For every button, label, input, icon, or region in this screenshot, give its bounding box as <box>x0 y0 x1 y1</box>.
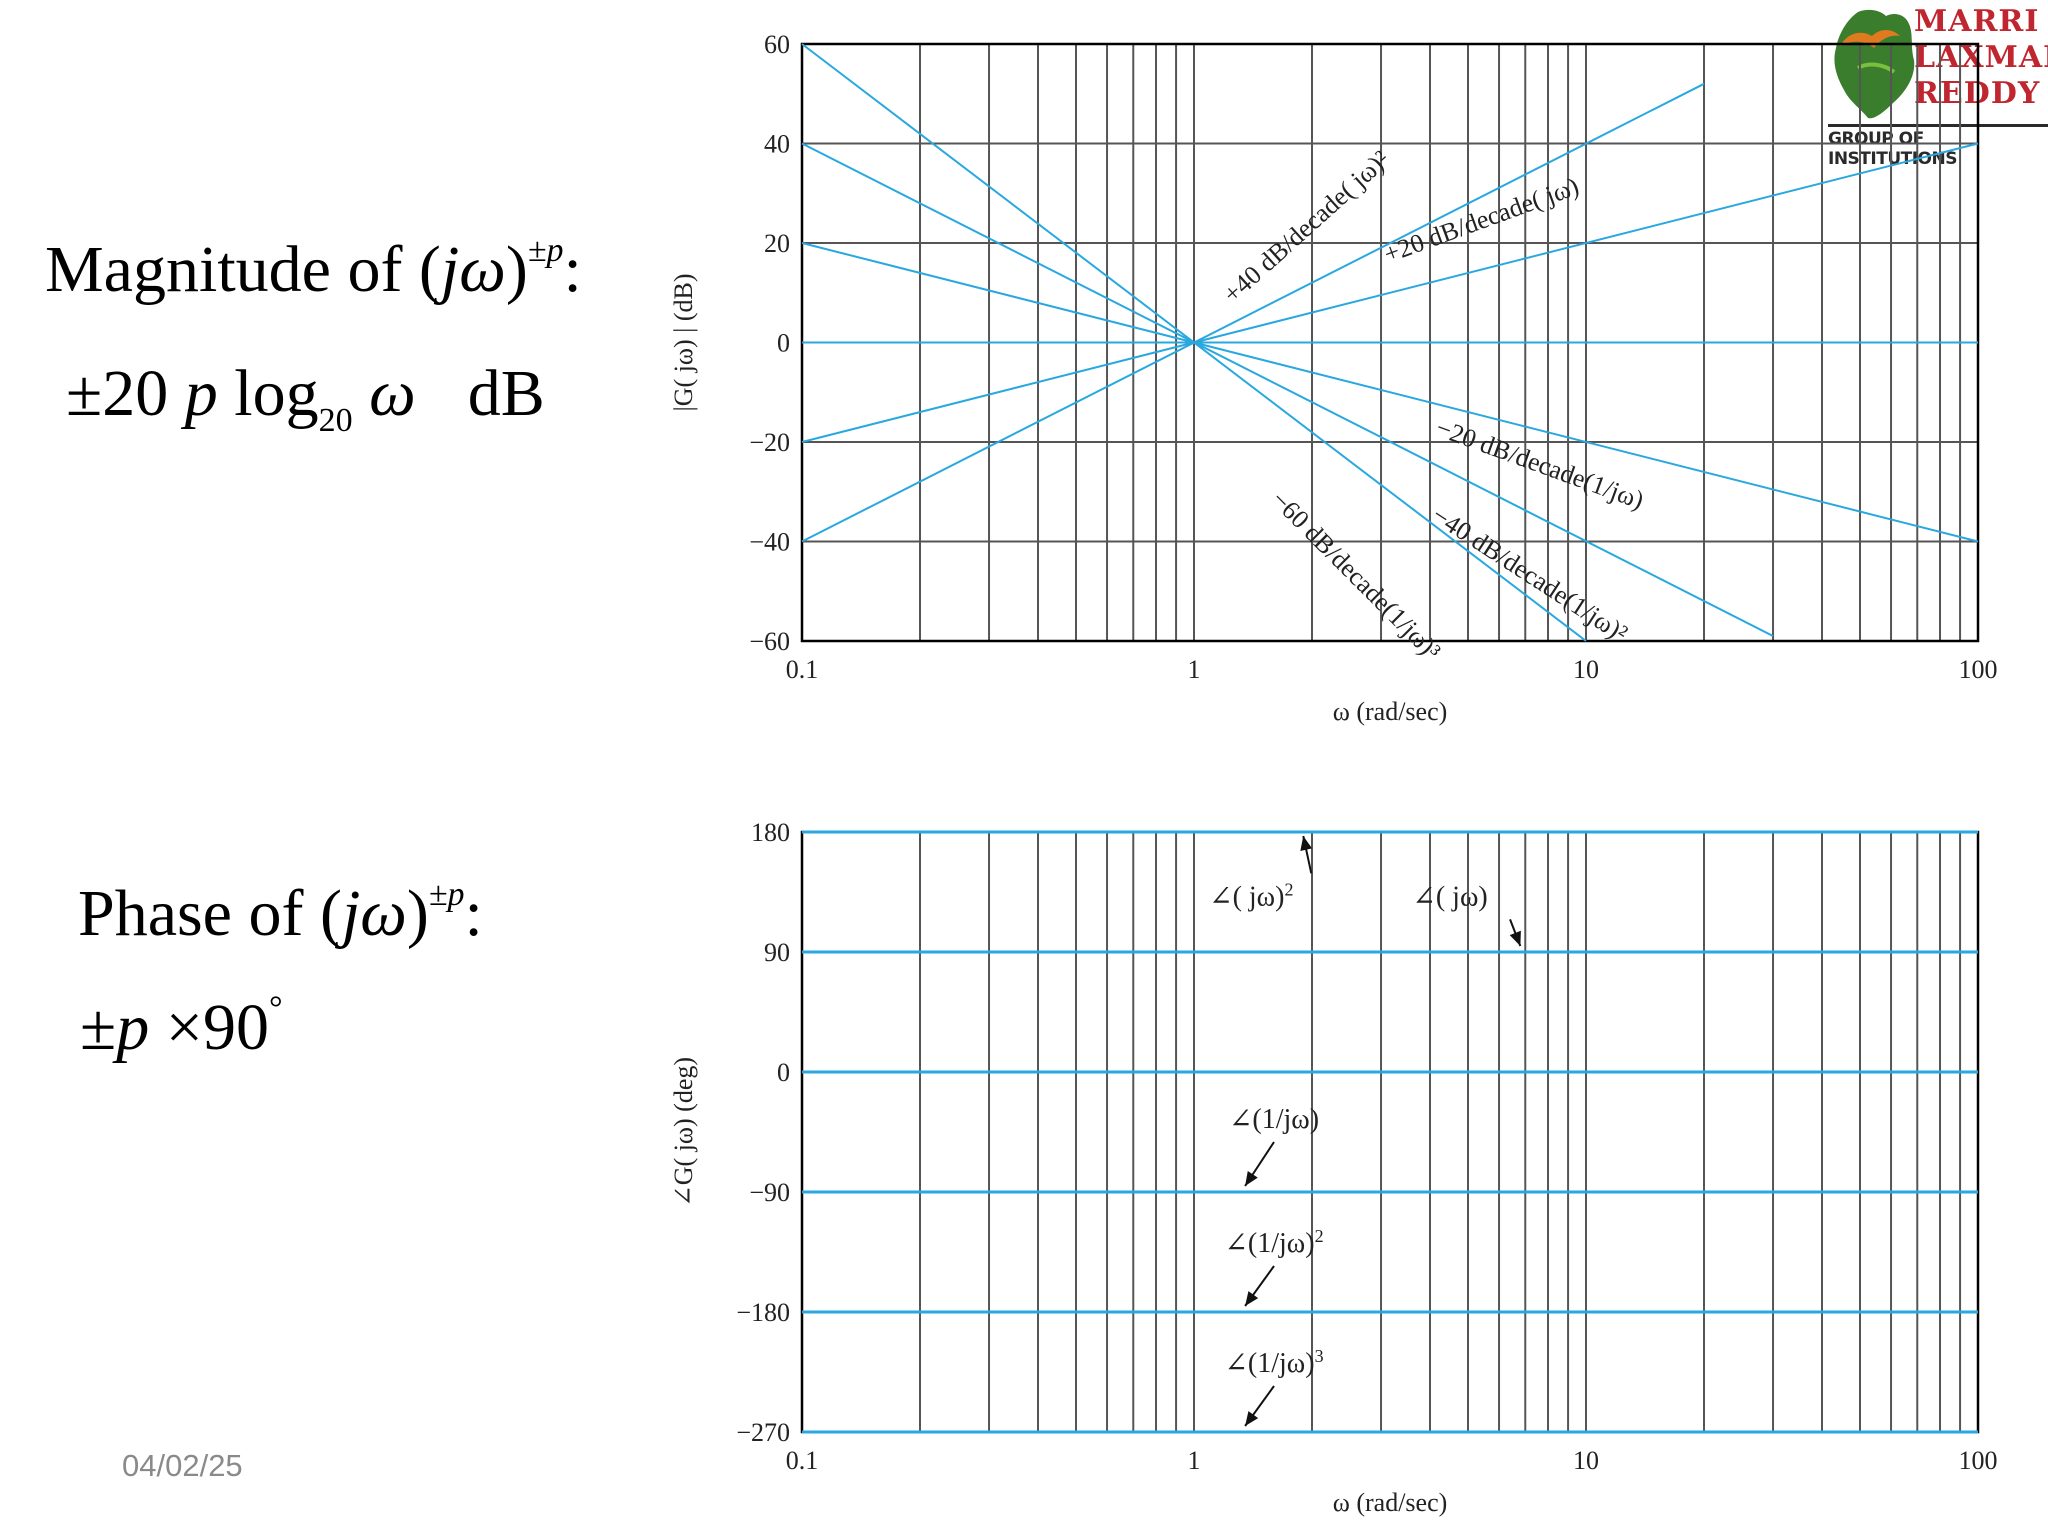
phase-formula-deg: ° <box>268 990 283 1027</box>
y-tick-label: 20 <box>764 229 790 258</box>
magnitude-jw: jω <box>440 233 506 306</box>
annotation-arrow-head <box>1245 1171 1258 1186</box>
logo-line-2: LAXMAN <box>1914 40 2048 75</box>
phase-annotation: ∠( jω) <box>1412 881 1487 912</box>
x-tick-label: 1 <box>1188 655 1201 684</box>
y-tick-label: −40 <box>749 528 790 557</box>
phase-heading: Phase of (jω)±p: <box>78 876 483 952</box>
y-tick-label: 0 <box>777 1058 790 1087</box>
magnitude-formula-p: p <box>184 357 218 430</box>
y-axis-label: |G( jω) | (dB) <box>669 274 698 412</box>
magnitude-label: Magnitude of ( <box>45 233 441 306</box>
magnitude-formula-pm: ± <box>66 357 103 430</box>
magnitude-close: ) <box>505 233 528 306</box>
x-axis-label: ω (rad/sec) <box>1333 1488 1448 1517</box>
phase-formula: ±p ×90° <box>80 990 283 1066</box>
phase-formula-num: 90 <box>202 991 269 1064</box>
series-line <box>801 242 1979 543</box>
phase-label: Phase of ( <box>78 877 342 950</box>
y-tick-label: 180 <box>751 818 790 847</box>
logo-line-3: REDDY <box>1914 76 2041 111</box>
y-tick-label: 90 <box>764 938 790 967</box>
phase-annotation: ∠(1/jω) <box>1229 1104 1319 1135</box>
phase-formula-times: × <box>165 991 203 1064</box>
series-line <box>801 43 1587 642</box>
y-tick-label: 0 <box>777 329 790 358</box>
magnitude-formula-sub: 20 <box>318 402 353 439</box>
x-tick-label: 100 <box>1959 655 1998 684</box>
phase-annotation: ∠(1/jω)3 <box>1224 1346 1323 1379</box>
y-tick-label: 60 <box>764 30 790 59</box>
annotation-arrow-head <box>1245 1291 1259 1306</box>
phase-annotation: ∠( jω)2 <box>1209 879 1293 912</box>
logo-line-1: MARRI <box>1914 4 2040 39</box>
phase-formula-p: p <box>116 991 150 1064</box>
series-line <box>801 142 1774 637</box>
y-tick-label: −90 <box>749 1178 790 1207</box>
phase-sup: ±p <box>428 876 465 913</box>
series-line <box>801 82 1705 543</box>
magnitude-colon: : <box>563 233 582 306</box>
series-line <box>801 142 1979 443</box>
plot-frame <box>800 830 1980 1434</box>
y-tick-label: −60 <box>749 627 790 656</box>
annotation-arrow-head <box>1300 836 1313 851</box>
phase-formula-pm: ± <box>80 991 117 1064</box>
phase-colon: : <box>464 877 483 950</box>
magnitude-heading: Magnitude of (jω)±p: <box>45 232 582 308</box>
phase-close: ) <box>406 877 429 950</box>
x-tick-label: 100 <box>1959 1446 1998 1475</box>
magnitude-formula-num: 20 <box>102 357 169 430</box>
magnitude-formula-w: ω <box>369 357 416 430</box>
map-emblem-icon <box>1834 9 1915 119</box>
y-tick-label: −20 <box>749 428 790 457</box>
x-tick-label: 1 <box>1188 1446 1201 1475</box>
y-tick-label: −180 <box>736 1298 790 1327</box>
y-axis-label: ∠G( jω) (deg) <box>669 1057 698 1207</box>
magnitude-formula-unit: dB <box>467 357 545 430</box>
phase-annotation: ∠(1/jω)2 <box>1224 1226 1323 1259</box>
x-tick-label: 0.1 <box>786 655 819 684</box>
x-tick-label: 0.1 <box>786 1446 819 1475</box>
y-tick-label: −270 <box>736 1418 790 1447</box>
annotation-arrow-head <box>1509 930 1521 946</box>
y-tick-label: 40 <box>764 130 790 159</box>
x-tick-label: 10 <box>1573 655 1599 684</box>
magnitude-formula-log: log <box>234 357 319 430</box>
phase-jw: jω <box>341 877 407 950</box>
annotation-arrow-head <box>1245 1411 1259 1426</box>
magnitude-sup: ±p <box>527 232 564 269</box>
x-axis-label: ω (rad/sec) <box>1333 697 1448 726</box>
magnitude-formula: ±20 p log20 ω dB <box>66 356 545 440</box>
slide-date: 04/02/25 <box>122 1448 243 1483</box>
x-tick-label: 10 <box>1573 1446 1599 1475</box>
